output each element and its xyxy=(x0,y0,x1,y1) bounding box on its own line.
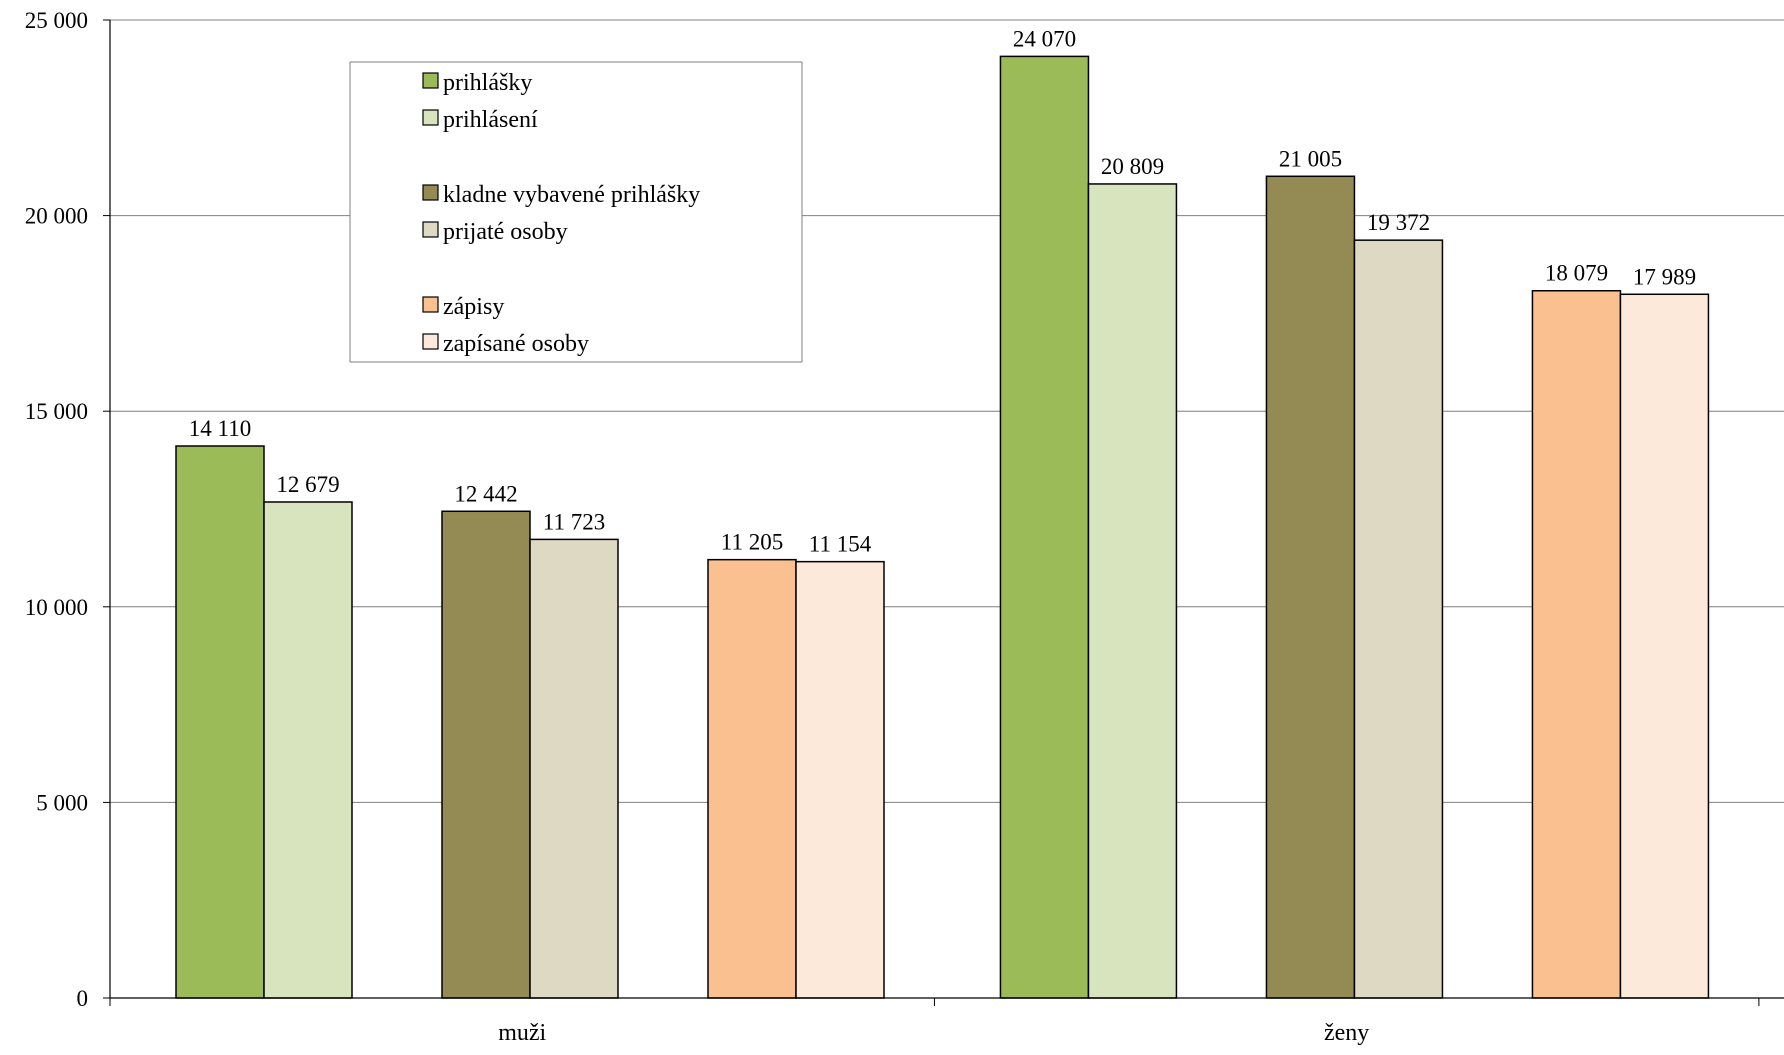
y-tick-label: 20 000 xyxy=(25,204,88,229)
bar xyxy=(1619,293,1710,999)
bar xyxy=(1265,175,1356,999)
x-category-label: ženy xyxy=(1324,1020,1369,1046)
bar xyxy=(707,558,797,999)
data-label: 14 110 xyxy=(189,416,251,441)
data-label: 11 723 xyxy=(543,509,605,534)
y-tick-label: 25 000 xyxy=(25,8,88,33)
legend-swatch xyxy=(422,109,439,126)
y-tick-label: 5 000 xyxy=(36,790,88,815)
legend-swatch xyxy=(422,221,439,238)
legend-label: zápisy xyxy=(443,294,504,320)
bar xyxy=(1087,183,1178,999)
legend-label: prihlásení xyxy=(443,107,538,133)
y-tick-label: 0 xyxy=(77,986,89,1011)
legend-label: prihlášky xyxy=(443,70,532,96)
data-label: 19 372 xyxy=(1367,210,1430,235)
legend-swatch xyxy=(422,184,439,201)
y-tick-label: 15 000 xyxy=(25,399,88,424)
bar xyxy=(795,560,885,999)
bar xyxy=(1531,289,1622,999)
bar xyxy=(175,445,265,999)
legend-box xyxy=(349,61,803,363)
bar xyxy=(263,501,353,999)
data-label: 21 005 xyxy=(1279,146,1342,171)
bar xyxy=(1353,239,1444,999)
data-label: 18 079 xyxy=(1545,261,1608,286)
bar xyxy=(999,55,1090,999)
data-label: 24 070 xyxy=(1013,26,1076,51)
x-category-label: muži xyxy=(498,1020,546,1046)
bar xyxy=(441,510,531,999)
legend-swatch xyxy=(422,72,439,89)
bar xyxy=(529,538,619,999)
legend: prihlášky prihlásení kladne vybavené prihl… xyxy=(349,61,803,363)
y-tick-label: 10 000 xyxy=(25,595,88,620)
legend-swatch xyxy=(422,296,439,313)
axes: 0 5 000 10 000 15 000 20 000 25 000 muži ženy xyxy=(25,8,1784,1046)
data-label: 11 205 xyxy=(721,530,783,555)
data-label: 11 154 xyxy=(809,532,872,557)
legend-label: prijaté osoby xyxy=(443,219,568,245)
data-labels: 14 110 24 070 12 679 20 809 12 442 21 005 11 7… xyxy=(189,26,1696,556)
data-label: 12 679 xyxy=(276,472,339,497)
legend-label: zapísané osoby xyxy=(443,331,589,357)
data-label: 20 809 xyxy=(1101,154,1164,179)
legend-swatch xyxy=(422,333,439,350)
data-label: 12 442 xyxy=(454,481,517,506)
legend-label: kladne vybavené prihlášky xyxy=(443,182,700,208)
data-label: 17 989 xyxy=(1633,264,1696,289)
bars xyxy=(175,55,1710,999)
